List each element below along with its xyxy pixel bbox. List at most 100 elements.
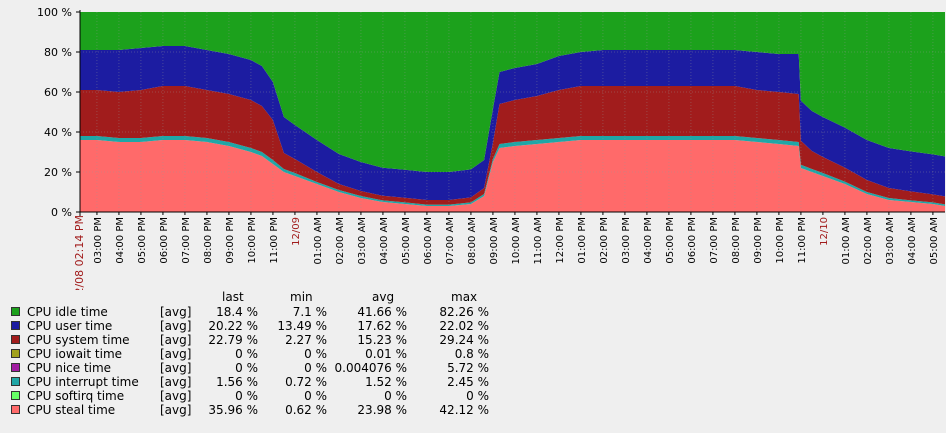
area-cpu-steal-time — [80, 140, 945, 212]
x-tick-label: 05:00 PM — [665, 217, 676, 264]
legend-value-last: 22.79 % — [208, 333, 258, 347]
legend-swatch — [11, 349, 20, 358]
legend-row: CPU user time [avg] 20.22 % 13.49 % 17.62 % 2… — [0, 319, 946, 333]
x-axis: 12/08 02:14 PM 03:00 PM 04:00 PM 05:00 PM 06… — [73, 211, 945, 290]
legend-value-last: 18.4 % — [216, 305, 258, 319]
legend-header-min: min — [290, 290, 313, 304]
legend-value-avg: 15.23 % — [357, 333, 407, 347]
legend-value-last: 35.96 % — [208, 403, 258, 417]
x-tick-label: 04:00 PM — [643, 217, 654, 264]
legend-function: [avg] — [160, 305, 192, 319]
legend-row: CPU iowait time [avg] 0 % 0 % 0.01 % 0.8 % — [0, 347, 946, 361]
legend-value-max: 22.02 % — [439, 319, 489, 333]
legend-function: [avg] — [160, 319, 192, 333]
legend-function: [avg] — [160, 347, 192, 361]
legend-value-last: 0 % — [235, 389, 258, 403]
legend-swatch — [11, 405, 20, 414]
legend-value-last: 1.56 % — [216, 375, 258, 389]
x-tick-label: 12/10 — [819, 217, 830, 246]
x-tick-label: 03:00 AM — [885, 217, 896, 264]
area-cpu-user-time — [80, 46, 945, 200]
legend-row: CPU steal time [avg] 35.96 % 0.62 % 23.98 % 4… — [0, 403, 946, 417]
x-tick-label: 09:00 PM — [225, 217, 236, 264]
legend-value-max: 0.8 % — [454, 347, 489, 361]
x-tick-label: 04:00 PM — [115, 217, 126, 264]
legend-value-avg: 23.98 % — [357, 403, 407, 417]
legend-value-avg: 1.52 % — [365, 375, 407, 389]
legend-value-min: 0.62 % — [285, 403, 327, 417]
legend-value-max: 5.72 % — [447, 361, 489, 375]
legend-value-avg: 17.62 % — [357, 319, 407, 333]
legend-series-name: CPU interrupt time — [27, 375, 139, 389]
x-tick-label: 02:00 AM — [335, 217, 346, 264]
x-tick-label: 04:00 AM — [907, 217, 918, 264]
chart-area-layers — [80, 12, 945, 212]
y-tick-label: 0 % — [51, 206, 72, 219]
legend-series-name: CPU nice time — [27, 361, 112, 375]
x-tick-label: 03:00 PM — [93, 217, 104, 264]
legend-function: [avg] — [160, 389, 192, 403]
legend-value-max: 0 % — [466, 389, 489, 403]
x-tick-label: 09:00 AM — [489, 217, 500, 264]
y-tick-label: 20 % — [44, 166, 72, 179]
legend-value-min: 0.72 % — [285, 375, 327, 389]
x-tick-label: 02:00 AM — [863, 217, 874, 264]
legend-row: CPU softirq time [avg] 0 % 0 % 0 % 0 % — [0, 389, 946, 403]
legend-swatch — [11, 335, 20, 344]
legend-series-name: CPU steal time — [27, 403, 116, 417]
x-tick-label: 10:00 AM — [511, 217, 522, 264]
legend-value-min: 0 % — [304, 361, 327, 375]
legend-value-avg: 41.66 % — [357, 305, 407, 319]
legend-row: CPU idle time [avg] 18.4 % 7.1 % 41.66 % 82.2… — [0, 305, 946, 319]
legend-series-name: CPU user time — [27, 319, 113, 333]
x-tick-label: 02:00 PM — [599, 217, 610, 264]
x-tick-label: 05:00 AM — [929, 217, 940, 264]
y-tick-label: 80 % — [44, 46, 72, 59]
x-tick-label: 01:00 AM — [313, 217, 324, 264]
x-tick-label: 08:00 AM — [467, 217, 478, 264]
legend-function: [avg] — [160, 375, 192, 389]
x-tick-label: 08:00 PM — [731, 217, 742, 264]
x-tick-label: 06:00 PM — [159, 217, 170, 264]
y-axis: 0 % 20 % 40 % 60 % 80 % 100 % — [37, 6, 81, 219]
legend-value-max: 82.26 % — [439, 305, 489, 319]
legend-value-avg: 0.01 % — [365, 347, 407, 361]
x-tick-label: 06:00 AM — [423, 217, 434, 264]
chart-grid — [80, 12, 945, 212]
legend-swatch — [11, 321, 20, 330]
x-tick-label: 03:00 AM — [357, 217, 368, 264]
legend-value-last: 20.22 % — [208, 319, 258, 333]
x-tick-label: 12/09 — [291, 217, 302, 246]
legend-value-avg: 0.004076 % — [334, 361, 407, 375]
legend-function: [avg] — [160, 333, 192, 347]
legend-value-min: 0 % — [304, 389, 327, 403]
legend-series-name: CPU softirq time — [27, 389, 125, 403]
y-tick-label: 100 % — [37, 6, 72, 19]
x-tick-label: 07:00 AM — [445, 217, 456, 264]
legend-swatch — [11, 307, 20, 316]
x-tick-label: 01:00 PM — [577, 217, 588, 264]
x-tick-label: 08:00 PM — [203, 217, 214, 264]
legend-row: CPU system time [avg] 22.79 % 2.27 % 15.23 %… — [0, 333, 946, 347]
legend-value-max: 2.45 % — [447, 375, 489, 389]
legend-header-last: last — [222, 290, 244, 304]
legend-header-max: max — [451, 290, 478, 304]
area-cpu-system-time — [80, 86, 945, 205]
legend-series-name: CPU iowait time — [27, 347, 123, 361]
x-tick-label: 11:00 AM — [533, 217, 544, 264]
legend-series-name: CPU idle time — [27, 305, 108, 319]
legend-swatch — [11, 391, 20, 400]
x-start-label: 12/08 02:14 PM — [73, 215, 86, 290]
legend-swatch — [11, 377, 20, 386]
y-tick-label: 40 % — [44, 126, 72, 139]
x-tick-label: 06:00 PM — [687, 217, 698, 264]
x-tick-label: 07:00 PM — [709, 217, 720, 264]
legend-header-avg: avg — [372, 290, 395, 304]
legend-row: CPU nice time [avg] 0 % 0 % 0.004076 % 5.72 % — [0, 361, 946, 375]
x-tick-label: 01:00 AM — [841, 217, 852, 264]
x-tick-label: 04:00 AM — [379, 217, 390, 264]
legend-value-min: 7.1 % — [292, 305, 327, 319]
legend-value-last: 0 % — [235, 361, 258, 375]
x-tick-label: 11:00 PM — [797, 217, 808, 264]
legend-value-max: 42.12 % — [439, 403, 489, 417]
